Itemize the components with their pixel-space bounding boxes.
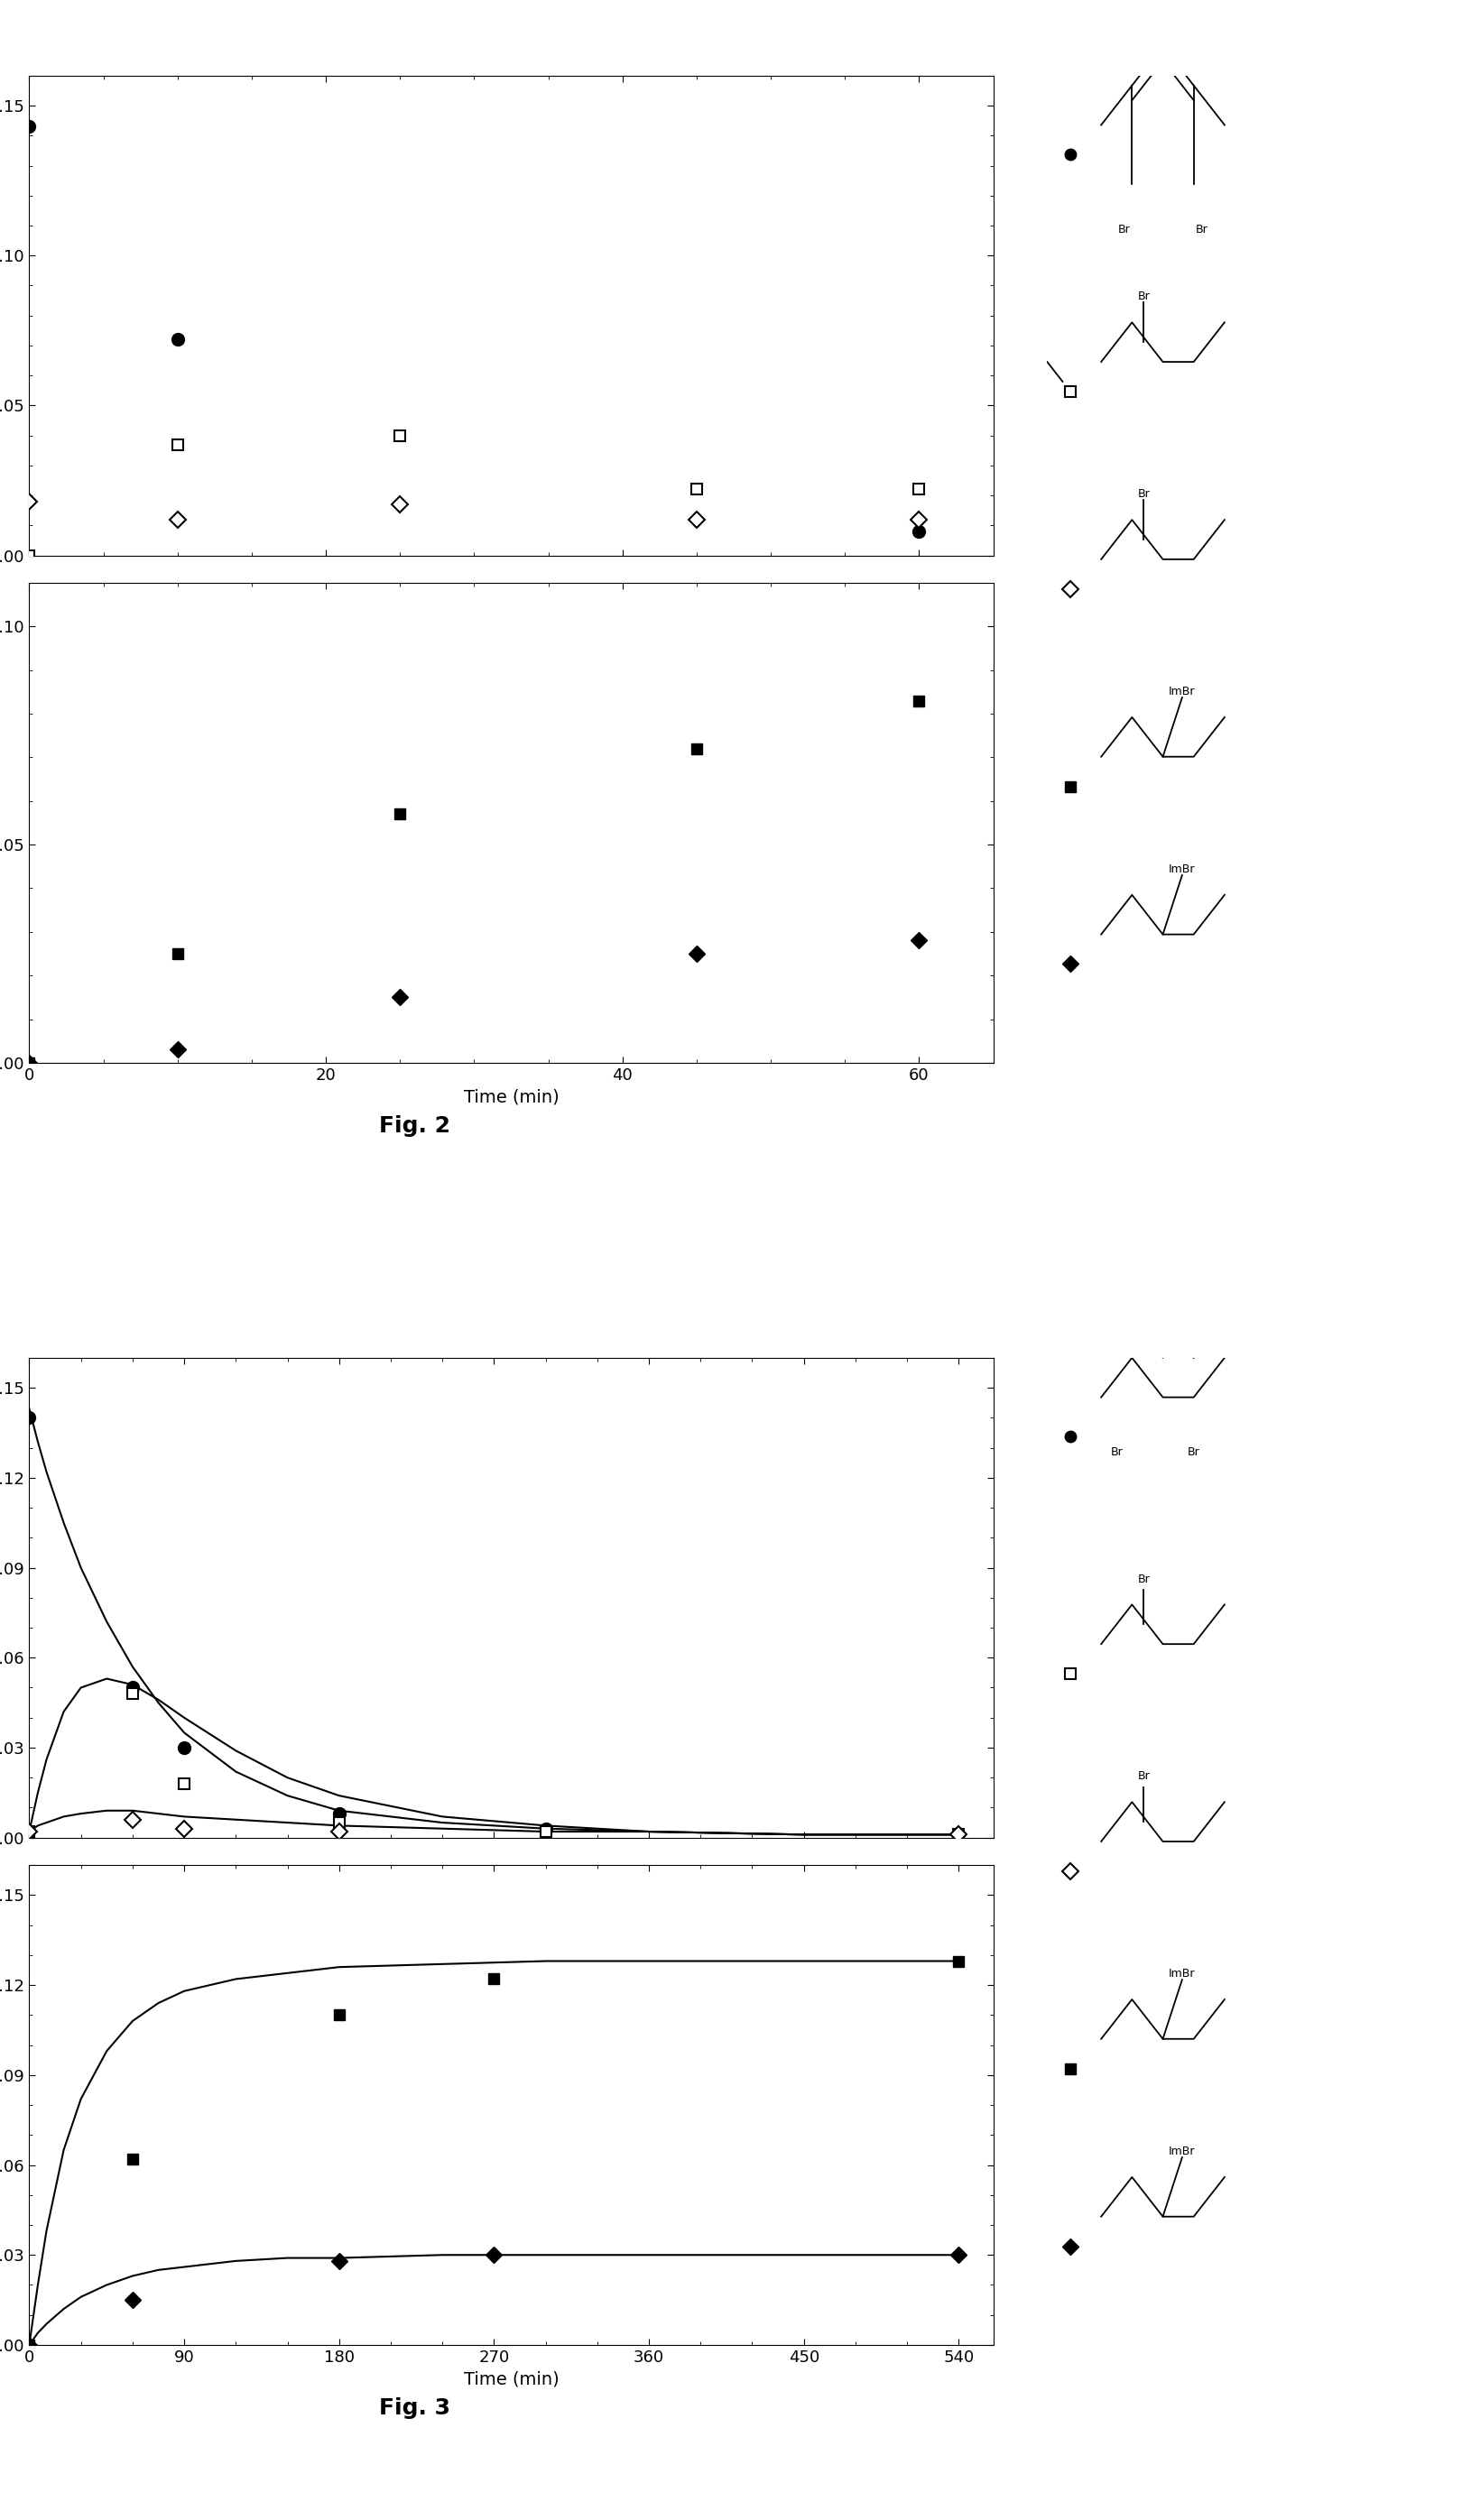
Text: Fig. 3: Fig. 3 [379, 2397, 450, 2419]
Text: Br: Br [1110, 1446, 1123, 1459]
Text: Br: Br [1137, 489, 1149, 499]
Text: Br: Br [1118, 224, 1130, 234]
X-axis label: Time (min): Time (min) [463, 2371, 558, 2389]
Text: Br: Br [1187, 1446, 1200, 1459]
Text: ImBr: ImBr [1168, 2145, 1196, 2157]
Text: Br: Br [1137, 1572, 1149, 1585]
Text: ImBr: ImBr [1168, 1968, 1196, 1981]
Text: Fig. 2: Fig. 2 [379, 1116, 450, 1137]
Text: ImBr: ImBr [1168, 685, 1196, 698]
X-axis label: Time (min): Time (min) [463, 1089, 558, 1106]
Text: ImBr: ImBr [1168, 864, 1196, 874]
Text: Br: Br [1137, 1772, 1149, 1782]
Text: Br: Br [1196, 224, 1208, 234]
Text: Br: Br [1137, 290, 1149, 302]
